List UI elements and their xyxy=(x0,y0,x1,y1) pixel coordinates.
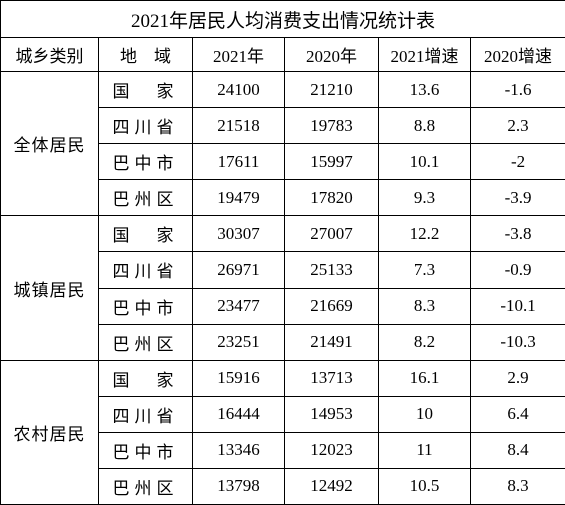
header-cell: 城乡类别 xyxy=(0,37,99,73)
value-cell: 15916 xyxy=(192,359,285,397)
value-cell: 10.1 xyxy=(378,143,471,181)
header-cell: 地 域 xyxy=(98,37,193,73)
value-cell: -1.6 xyxy=(469,71,565,109)
data-row: 农村居民国 家 15916 13713 16.1 2.9 xyxy=(0,359,565,505)
value-cell: 13.6 xyxy=(378,71,471,109)
value-cell: 12.2 xyxy=(378,215,471,253)
value-cell: -3.9 xyxy=(469,179,565,217)
region-cell: 四川省 xyxy=(98,107,193,145)
value-cell: 8.3 xyxy=(378,287,471,325)
value-cell: 13346 xyxy=(192,431,285,469)
value-cell: -3.8 xyxy=(469,215,565,253)
value-cell: 25133 xyxy=(284,251,379,289)
value-cell: -0.9 xyxy=(469,251,565,289)
value-cell: 19783 xyxy=(284,107,379,145)
value-cell: 8.2 xyxy=(378,323,471,361)
value-cell: 10 xyxy=(378,395,471,433)
value-cell: 21669 xyxy=(284,287,379,325)
value-cell: 19479 xyxy=(192,179,285,217)
value-cell: 15997 xyxy=(284,143,379,181)
region-cell: 国 家 xyxy=(98,215,193,253)
region-cell: 巴州区 xyxy=(98,467,193,505)
value-cell: 16444 xyxy=(192,395,285,433)
value-cell: 17820 xyxy=(284,179,379,217)
value-cell: 13713 xyxy=(284,359,379,397)
value-cell: 2.3 xyxy=(469,107,565,145)
data-row: 巴州区 23251 21491 8.2 -10.3 xyxy=(1,323,565,361)
data-row: 巴中市 23477 21669 8.3 -10.1 xyxy=(1,287,565,325)
value-cell: 14953 xyxy=(284,395,379,433)
group-label: 城镇居民 xyxy=(0,215,99,361)
value-cell: 7.3 xyxy=(378,251,471,289)
value-cell: 26971 xyxy=(192,251,285,289)
value-cell: -10.3 xyxy=(469,323,565,361)
data-row: 巴州区 13798 12492 10.5 8.3 xyxy=(1,467,565,505)
value-cell: 12492 xyxy=(284,467,379,505)
header-cell: 2021年 xyxy=(192,37,285,73)
value-cell: 8.8 xyxy=(378,107,471,145)
value-cell: 21210 xyxy=(284,71,379,109)
value-cell: 21518 xyxy=(192,107,285,145)
header-cell: 2020年 xyxy=(284,37,379,73)
value-cell: 8.3 xyxy=(469,467,565,505)
group-label: 全体居民 xyxy=(0,71,99,217)
value-cell: 13798 xyxy=(192,467,285,505)
region-cell: 巴州区 xyxy=(98,179,193,217)
value-cell: -2 xyxy=(469,143,565,181)
region-cell: 巴中市 xyxy=(98,287,193,325)
group-label: 农村居民 xyxy=(0,359,99,505)
value-cell: 17611 xyxy=(192,143,285,181)
value-cell: 8.4 xyxy=(469,431,565,469)
data-row: 全体居民国 家 24100 21210 13.6 -1.6 xyxy=(0,71,565,217)
value-cell: 16.1 xyxy=(378,359,471,397)
header-row: 城乡类别地 域 2021年 2020年 2021增速 2020增速 xyxy=(0,37,565,73)
data-row: 四川省 26971 25133 7.3 -0.9 xyxy=(1,251,565,289)
region-cell: 巴中市 xyxy=(98,143,193,181)
title-row: 2021年居民人均消费支出情况统计表 xyxy=(0,0,565,39)
value-cell: 9.3 xyxy=(378,179,471,217)
header-cell: 2021增速 xyxy=(378,37,471,73)
value-cell: 27007 xyxy=(284,215,379,253)
value-cell: 23251 xyxy=(192,323,285,361)
region-cell: 国 家 xyxy=(98,71,193,109)
value-cell: 11 xyxy=(378,431,471,469)
region-cell: 四川省 xyxy=(98,251,193,289)
value-cell: 10.5 xyxy=(378,467,471,505)
header-cell: 2020增速 xyxy=(469,37,565,73)
data-row: 巴中市 17611 15997 10.1 -2 xyxy=(1,143,565,181)
value-cell: -10.1 xyxy=(469,287,565,325)
value-cell: 24100 xyxy=(192,71,285,109)
table-title: 2021年居民人均消费支出情况统计表 xyxy=(0,0,565,39)
region-cell: 巴州区 xyxy=(98,323,193,361)
value-cell: 12023 xyxy=(284,431,379,469)
value-cell: 30307 xyxy=(192,215,285,253)
value-cell: 23477 xyxy=(192,287,285,325)
data-row: 巴州区 19479 17820 9.3 -3.9 xyxy=(1,179,565,217)
value-cell: 21491 xyxy=(284,323,379,361)
value-cell: 2.9 xyxy=(469,359,565,397)
region-cell: 四川省 xyxy=(98,395,193,433)
value-cell: 6.4 xyxy=(469,395,565,433)
data-row: 城镇居民国 家 30307 27007 12.2 -3.8 xyxy=(0,215,565,361)
region-cell: 巴中市 xyxy=(98,431,193,469)
data-row: 四川省 21518 19783 8.8 2.3 xyxy=(1,107,565,145)
region-cell: 国 家 xyxy=(98,359,193,397)
